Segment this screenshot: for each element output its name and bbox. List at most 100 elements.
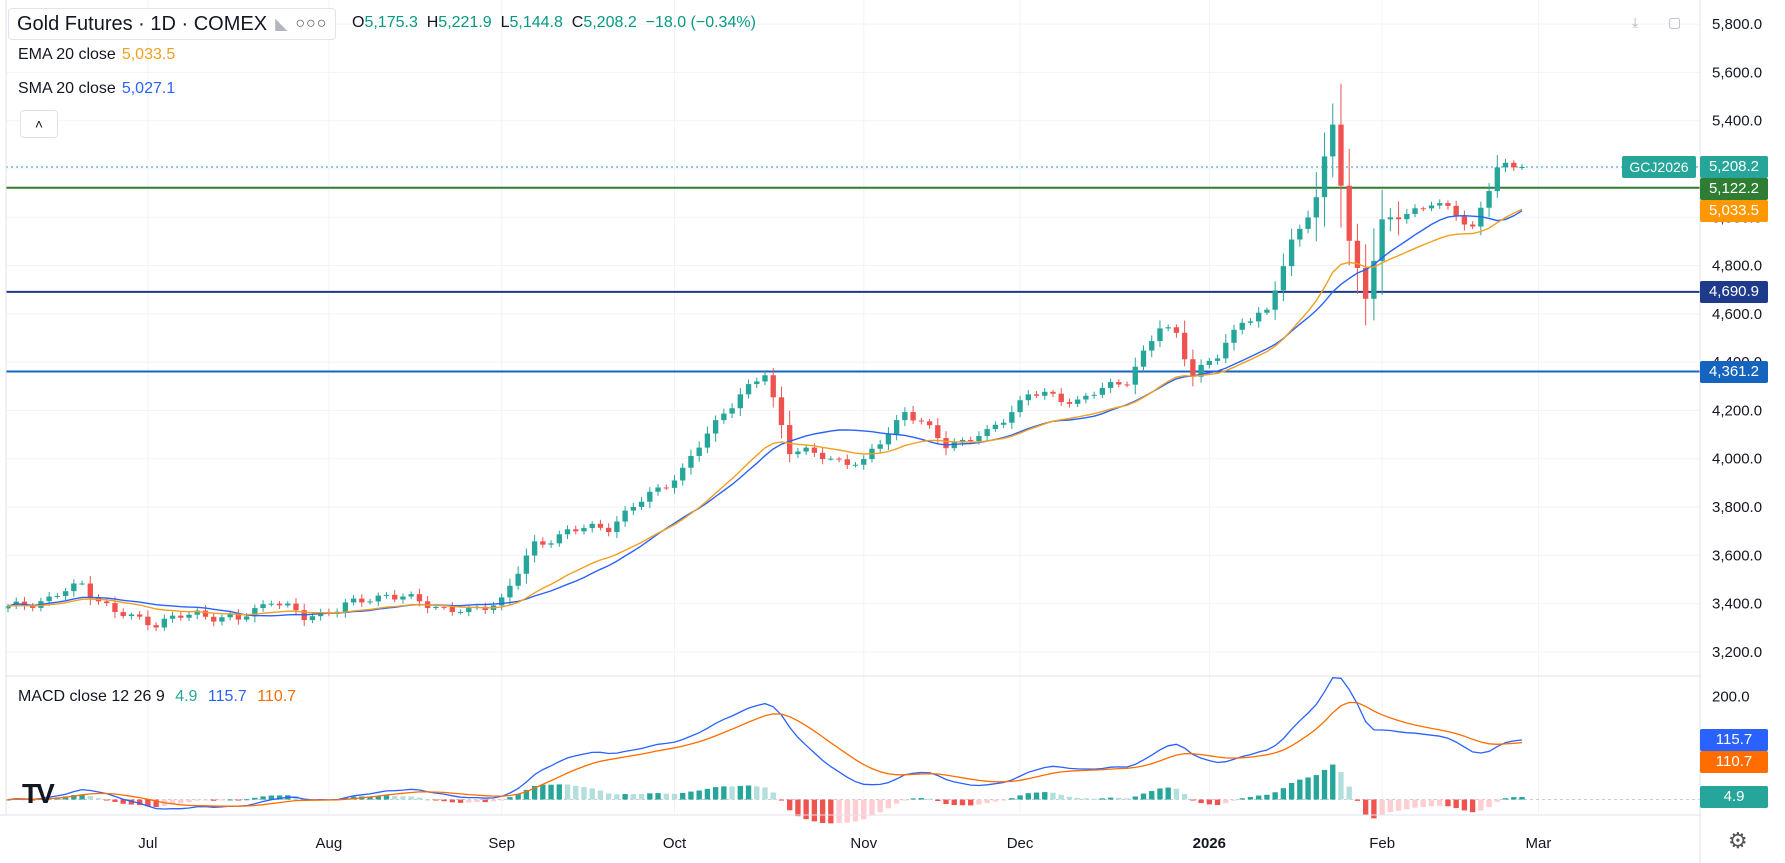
candle-body <box>1050 391 1056 394</box>
candle-body <box>62 591 69 596</box>
macd-histogram-bar <box>1395 799 1402 811</box>
candle-body <box>745 384 752 395</box>
more-icon[interactable]: ○○○ <box>295 15 328 32</box>
macd-histogram-bar <box>1330 764 1336 800</box>
candle-body <box>622 510 628 522</box>
macd-histogram-bar <box>1165 787 1171 800</box>
macd-histogram-bar <box>104 799 110 801</box>
candle-body <box>992 424 999 430</box>
candle-body <box>630 506 637 511</box>
macd-histogram-bar <box>1231 799 1237 801</box>
candle-body <box>367 601 373 603</box>
macd-histogram-bar <box>1140 793 1147 800</box>
candle-body <box>252 608 258 617</box>
screenshot-icon[interactable]: ▢ <box>1668 14 1682 30</box>
candle-body <box>457 611 464 613</box>
collapse-button[interactable]: ˄ <box>20 110 58 138</box>
macd-histogram-bar <box>252 797 258 800</box>
candle-body <box>1157 328 1163 342</box>
macd-histogram-bar <box>202 799 209 801</box>
ema-legend[interactable]: EMA 20 close 5,033.5 <box>18 46 176 63</box>
symbol-title[interactable]: Gold Futures · 1D · COMEX ◣ ○○○ <box>8 8 337 40</box>
candle-body <box>219 617 225 622</box>
macd-histogram-bar <box>951 799 957 806</box>
candle-body <box>589 523 595 529</box>
candle-body <box>951 442 957 449</box>
candle-body <box>1502 162 1509 168</box>
candle-body <box>507 585 513 598</box>
macd-histogram-bar <box>136 799 143 806</box>
candle-body <box>1511 162 1517 168</box>
candle-body <box>161 618 168 628</box>
candle-body <box>285 603 291 606</box>
macd-histogram-bar <box>935 799 941 802</box>
candle-body <box>976 436 982 442</box>
macd-histogram-bar <box>433 799 439 801</box>
candle-body <box>1346 185 1352 241</box>
macd-histogram-bar <box>1124 798 1130 800</box>
macd-histogram-bar <box>499 799 505 801</box>
candle-body <box>309 616 316 621</box>
macd-histogram-bar <box>153 799 159 808</box>
candle-body <box>564 529 571 535</box>
candle-body <box>186 614 192 618</box>
candle-body <box>1190 359 1196 377</box>
macd-histogram-bar <box>1190 799 1196 801</box>
candle-body <box>1107 382 1114 388</box>
macd-histogram-bar <box>573 785 579 800</box>
price-tick-label: 4,800.0 <box>1712 258 1762 275</box>
candle-body <box>721 413 727 421</box>
macd-histogram-bar <box>605 793 612 800</box>
price-tick-label: 3,600.0 <box>1712 547 1762 564</box>
macd-histogram-bar <box>704 788 711 800</box>
time-tick-label: Dec <box>1007 835 1034 852</box>
candle-body <box>1519 167 1525 169</box>
price-tag: 5,208.2 <box>1700 156 1768 179</box>
symbol-tag: GCJ2026 <box>1622 156 1696 179</box>
macd-tick-label: 200.0 <box>1712 689 1750 706</box>
macd-histogram-bar <box>556 784 562 800</box>
macd-histogram-bar <box>1033 792 1040 800</box>
macd-histogram-bar <box>877 799 883 813</box>
sma-legend[interactable]: SMA 20 close 5,027.1 <box>18 80 176 97</box>
macd-histogram-bar <box>1297 779 1303 800</box>
candle-body <box>877 444 883 449</box>
price-tag: 4,361.2 <box>1700 360 1768 383</box>
macd-histogram-bar <box>1428 799 1435 807</box>
candle-body <box>1017 400 1023 413</box>
candle-body <box>375 595 381 602</box>
candle-body <box>762 375 768 382</box>
price-tag: 5,033.5 <box>1700 200 1768 223</box>
candle-body <box>531 541 538 556</box>
candle-body <box>1083 395 1089 400</box>
macd-histogram-bar <box>861 799 867 820</box>
macd-histogram-bar <box>1000 799 1007 801</box>
macd-histogram-bar <box>1437 799 1443 806</box>
macd-histogram-bar <box>1256 795 1262 800</box>
macd-histogram-bar <box>211 799 217 801</box>
macd-histogram-bar <box>976 799 982 805</box>
macd-histogram-bar <box>523 789 530 800</box>
settings-gear-icon[interactable]: ⚙ <box>1728 828 1748 853</box>
macd-histogram-bar <box>869 799 875 816</box>
macd-histogram-bar <box>1272 792 1278 800</box>
macd-histogram-bar <box>1461 799 1468 811</box>
macd-line <box>7 677 1523 810</box>
macd-histogram-bar <box>1346 786 1352 800</box>
macd-histogram-bar <box>1453 799 1459 809</box>
flag-icon[interactable]: ◣ <box>275 16 288 33</box>
candle-body <box>696 447 702 456</box>
macd-legend[interactable]: MACD close 12 26 9 4.9 115.7 110.7 <box>18 688 297 705</box>
candle-body <box>1239 322 1245 330</box>
download-icon[interactable]: ⤓ <box>1632 14 1639 30</box>
macd-histogram-bar <box>235 799 242 801</box>
candle-body <box>1371 260 1377 299</box>
candle-body <box>383 594 390 596</box>
macd-histogram-bar <box>836 799 842 823</box>
macd-histogram-bar <box>828 799 834 824</box>
macd-histogram-bar <box>482 799 488 803</box>
macd-histogram-bar <box>754 786 760 800</box>
macd-histogram-bar <box>1181 794 1188 800</box>
candle-body <box>943 438 949 449</box>
